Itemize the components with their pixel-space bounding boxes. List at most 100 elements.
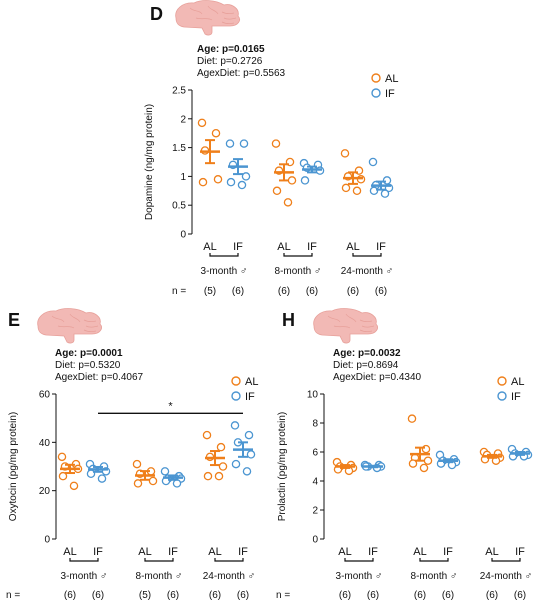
n-value: (6) — [232, 286, 244, 297]
n-value: (6) — [486, 590, 498, 601]
y-tick-label: 2 — [180, 114, 186, 125]
data-point — [213, 175, 223, 184]
y-tick-label: 1 — [180, 172, 186, 183]
y-axis-label: Oxytocin (pg/mg protein) — [8, 412, 19, 522]
group-label-al: AL — [346, 241, 359, 253]
data-point — [97, 474, 107, 483]
stats-line-1: Diet: p=0.5320 — [55, 360, 121, 371]
legend-marker-al — [231, 376, 241, 386]
cerebellum-fold — [359, 319, 375, 333]
group-label-if: IF — [307, 241, 317, 253]
n-label: n = — [276, 590, 290, 601]
data-point — [368, 157, 378, 167]
data-point — [133, 479, 143, 488]
series-al-8-month — [407, 414, 433, 473]
data-point — [148, 476, 158, 486]
data-point — [272, 186, 282, 196]
data-point — [225, 139, 235, 148]
brain-fold — [51, 313, 81, 329]
stats-line-2: AgexDiet: p=0.4067 — [55, 372, 144, 383]
group-label-if: IF — [368, 546, 378, 558]
data-point — [341, 183, 351, 193]
data-point — [214, 471, 224, 481]
legend-marker-if — [371, 88, 381, 98]
y-tick-label: 2 — [312, 506, 318, 517]
series-al-24-month — [202, 430, 228, 481]
y-axis-label: Prolactin (pg/mg protein) — [277, 412, 288, 522]
y-tick-label: 0 — [180, 230, 186, 241]
data-point — [218, 462, 228, 471]
n-value: (6) — [375, 286, 387, 297]
group-label-al: AL — [413, 546, 426, 558]
series-al-8-month — [132, 459, 158, 488]
data-point — [242, 467, 252, 476]
age-bracket — [352, 253, 382, 257]
panel-letter: D — [150, 4, 163, 24]
n-value: (6) — [92, 590, 104, 601]
y-tick-label: 1.5 — [172, 143, 186, 154]
data-point — [132, 459, 142, 469]
stats-line-1: Diet: p=0.8694 — [333, 360, 399, 371]
series-al-24-month — [340, 149, 366, 196]
data-point — [198, 177, 208, 187]
data-point — [57, 452, 67, 462]
data-point — [421, 444, 431, 454]
n-value: (6) — [347, 286, 359, 297]
cerebellum-fold — [221, 11, 237, 25]
group-label-al: AL — [485, 546, 498, 558]
series-if-8-month — [160, 467, 186, 488]
y-tick-label: 20 — [39, 486, 51, 497]
n-value: (5) — [139, 590, 151, 601]
series-if-8-month — [299, 158, 325, 185]
y-tick-label: 0 — [44, 535, 50, 546]
brain-fold — [189, 5, 219, 21]
n-value: (6) — [167, 590, 179, 601]
age-bracket — [209, 253, 239, 257]
data-point — [300, 176, 310, 185]
series-al-3-month — [197, 118, 223, 187]
data-point — [69, 481, 79, 491]
age-bracket — [144, 558, 174, 562]
panel-letter: H — [282, 310, 295, 330]
cerebellum-fold — [83, 319, 99, 333]
data-point — [352, 186, 362, 196]
legend-marker-al — [497, 376, 507, 386]
data-point — [271, 139, 281, 148]
panel-letter: E — [8, 310, 20, 330]
group-label-if: IF — [168, 546, 178, 558]
data-point — [216, 442, 226, 452]
group-label-al: AL — [338, 546, 351, 558]
age-bracket — [419, 558, 449, 562]
y-tick-label: 0 — [312, 535, 318, 546]
age-label: 8-month ♂ — [136, 571, 183, 582]
n-value: (6) — [514, 590, 526, 601]
n-value: (6) — [414, 590, 426, 601]
legend-marker-al — [371, 73, 381, 83]
brain-icon — [37, 308, 102, 344]
n-value: (5) — [204, 286, 216, 297]
n-value: (6) — [64, 590, 76, 601]
data-point — [423, 456, 433, 465]
brain-shape — [313, 308, 378, 344]
legend-label-al: AL — [511, 376, 524, 388]
data-point — [380, 189, 390, 198]
series-al-3-month — [332, 457, 358, 476]
brain-shape — [175, 0, 240, 36]
legend-label-al: AL — [245, 376, 258, 388]
data-point — [246, 450, 256, 459]
legend-label-if: IF — [511, 391, 521, 403]
brain-fold — [327, 313, 357, 329]
group-label-if: IF — [376, 241, 386, 253]
data-point — [160, 467, 170, 476]
data-point — [203, 471, 213, 481]
stats-line-2: AgexDiet: p=0.4340 — [333, 372, 422, 383]
data-point — [241, 172, 251, 181]
y-tick-label: 60 — [39, 390, 51, 401]
stats-line-0: Age: p=0.0001 — [55, 348, 123, 359]
data-point — [382, 176, 392, 185]
data-point — [230, 421, 240, 430]
